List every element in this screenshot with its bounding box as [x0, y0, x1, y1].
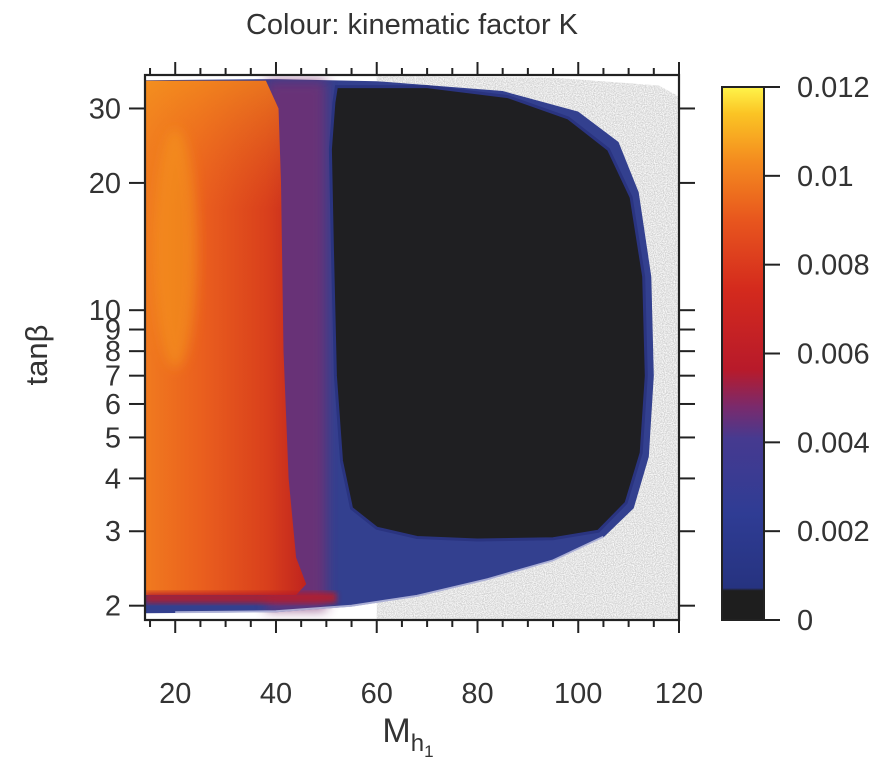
x-tick-label: 80 — [461, 678, 493, 710]
colorbar-tick-label: 0 — [797, 605, 813, 637]
y-tick-label: 2 — [105, 591, 121, 623]
y-tick-label: 3 — [105, 516, 121, 548]
y-tick-label: 8 — [105, 336, 121, 368]
x-tick-label: 100 — [554, 678, 602, 710]
y-tick-label: 20 — [89, 168, 121, 200]
colorbar-tick-label: 0.01 — [797, 161, 853, 193]
colorbar-tick-label: 0.004 — [797, 427, 870, 459]
colorbar-tick-label: 0.012 — [797, 72, 870, 104]
chart-title: Colour: kinematic factor K — [246, 9, 579, 41]
colorbar-gradient — [721, 86, 765, 621]
x-tick-label: 40 — [260, 678, 292, 710]
y-tick-label: 5 — [105, 422, 121, 454]
x-axis-label: Mh1 — [382, 712, 433, 761]
y-tick-label: 10 — [89, 295, 121, 327]
y-tick-label: 30 — [89, 93, 121, 125]
heatmap-region-zero-core — [328, 85, 648, 542]
x-tick-label: 120 — [655, 678, 703, 710]
x-tick-label: 60 — [361, 678, 393, 710]
colorbar-tick-label: 0.006 — [797, 339, 870, 371]
colorbar-tick-label: 0.008 — [797, 250, 870, 282]
y-axis-label: tanβ — [19, 325, 54, 386]
y-tick-label: 7 — [105, 361, 121, 393]
plot-frame — [143, 73, 681, 622]
y-tick-label: 4 — [105, 463, 121, 495]
x-tick-label: 20 — [159, 678, 191, 710]
colorbar-tick-label: 0.002 — [797, 516, 870, 548]
heatmap-region-high-k — [145, 80, 337, 603]
heatmap-field — [145, 75, 679, 620]
y-tick-label: 6 — [105, 389, 121, 421]
colorbar: 0 0.002 0.004 0.006 0.008 0.01 0.012 — [721, 72, 870, 637]
y-tick-label: 9 — [105, 315, 121, 347]
